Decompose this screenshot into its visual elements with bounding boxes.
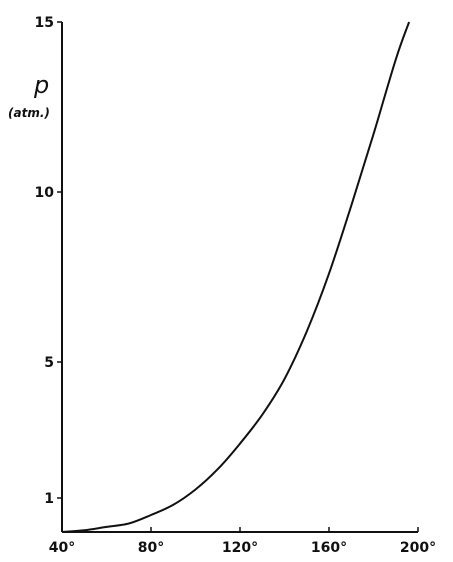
axes (61, 22, 418, 533)
x-tick-label: 80° (138, 540, 164, 556)
x-tick-label: 160° (311, 540, 347, 556)
pressure-curve (61, 21, 411, 533)
x-tick-label: 120° (222, 540, 258, 556)
y-axis-unit: (atm.) (8, 106, 50, 120)
x-tick-label: 200° (400, 540, 436, 556)
x-tick-label: 40° (49, 540, 75, 556)
y-axis-symbol: p (33, 71, 49, 99)
y-tick-label: 5 (44, 355, 54, 371)
y-tick-label: 15 (35, 15, 54, 31)
series-layer (61, 21, 411, 533)
y-tick-label: 10 (35, 185, 55, 201)
y-tick-label: 1 (44, 491, 54, 507)
